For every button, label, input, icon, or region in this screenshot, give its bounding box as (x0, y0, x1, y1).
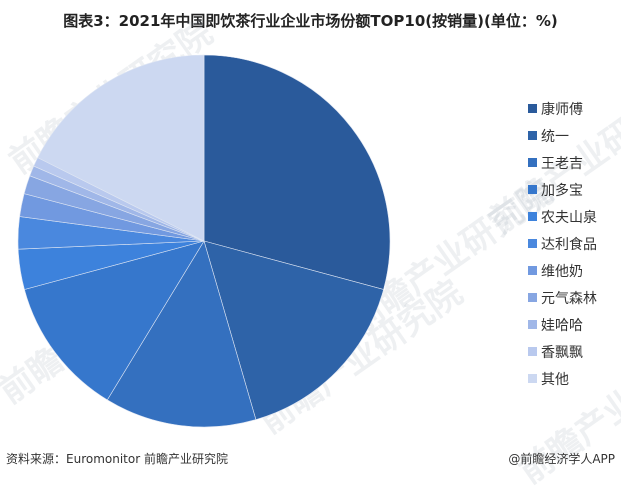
legend-item: 娃哈哈 (528, 311, 597, 338)
legend-swatch-icon (528, 104, 537, 113)
legend-label: 元气森林 (541, 290, 597, 307)
legend-item: 统一 (528, 122, 597, 149)
legend-label: 康师傅 (541, 101, 583, 118)
pie-slice (24, 240, 205, 401)
chart-legend: 康师傅统一王老吉加多宝农夫山泉达利食品维他奶元气森林娃哈哈香飘飘其他 (528, 95, 597, 392)
legend-swatch-icon (528, 185, 537, 194)
pie-chart (17, 54, 391, 428)
legend-label: 统一 (541, 128, 569, 145)
legend-swatch-icon (528, 239, 537, 248)
legend-item: 农夫山泉 (528, 203, 597, 230)
legend-label: 达利食品 (541, 236, 597, 253)
legend-swatch-icon (528, 347, 537, 356)
legend-swatch-icon (528, 320, 537, 329)
legend-label: 维他奶 (541, 263, 583, 280)
brand-credit: @前瞻经济学人APP (508, 452, 615, 466)
legend-item: 加多宝 (528, 176, 597, 203)
legend-label: 加多宝 (541, 182, 583, 199)
legend-item: 元气森林 (528, 284, 597, 311)
legend-label: 香飘飘 (541, 344, 583, 361)
legend-item: 王老吉 (528, 149, 597, 176)
source-note: 资料来源：Euromonitor 前瞻产业研究院 (6, 452, 228, 466)
legend-swatch-icon (528, 212, 537, 221)
legend-swatch-icon (528, 374, 537, 383)
legend-item: 香飘飘 (528, 338, 597, 365)
pie-slice (203, 240, 384, 420)
legend-item: 其他 (528, 365, 597, 392)
pie-slice (203, 54, 391, 290)
legend-item: 康师傅 (528, 95, 597, 122)
legend-item: 达利食品 (528, 230, 597, 257)
legend-label: 农夫山泉 (541, 209, 597, 226)
legend-swatch-icon (528, 293, 537, 302)
legend-label: 娃哈哈 (541, 317, 583, 334)
legend-label: 其他 (541, 371, 569, 388)
legend-swatch-icon (528, 266, 537, 275)
legend-swatch-icon (528, 158, 537, 167)
legend-swatch-icon (528, 131, 537, 140)
pie-slice (37, 54, 205, 242)
legend-item: 维他奶 (528, 257, 597, 284)
legend-label: 王老吉 (541, 155, 583, 172)
chart-title: 图表3：2021年中国即饮茶行业企业市场份额TOP10(按销量)(单位：%) (63, 12, 558, 30)
pie-slice (106, 240, 257, 428)
